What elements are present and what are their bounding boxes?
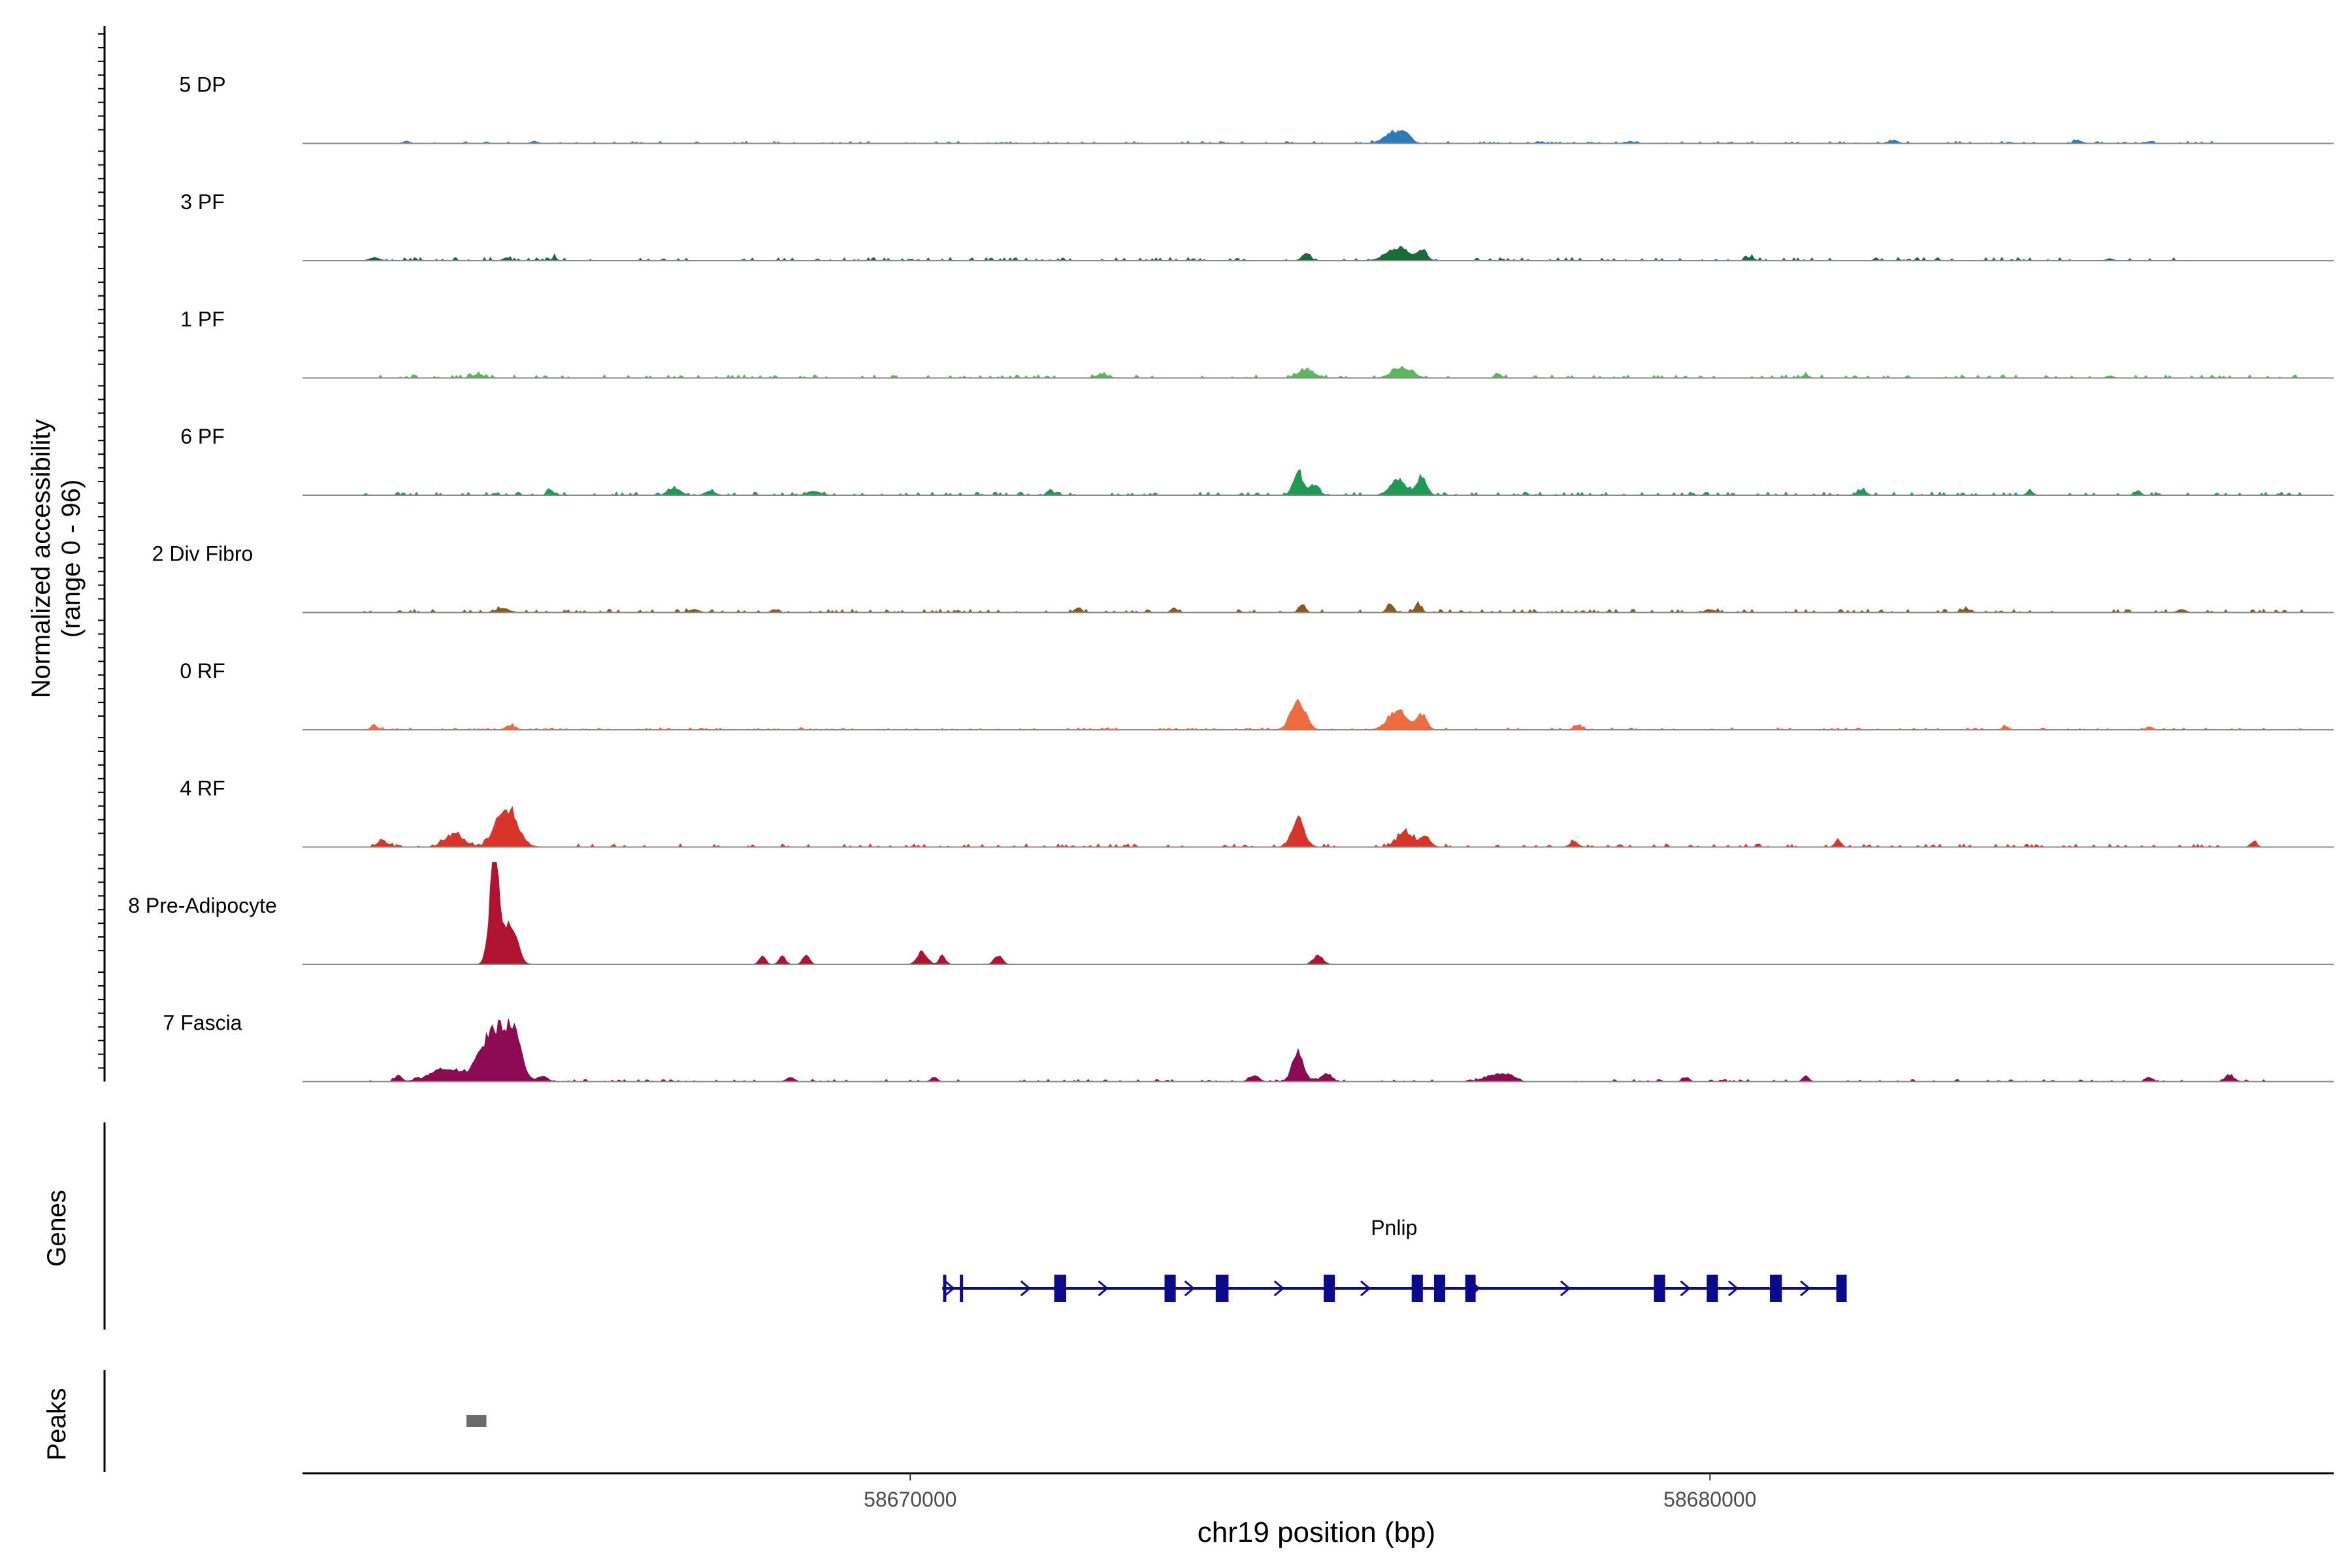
track-label: 5 DP <box>179 73 225 97</box>
track-label: 4 RF <box>180 777 225 800</box>
y-axis-label: Normalized accessibility <box>27 419 56 698</box>
x-axis-tick-label: 58680000 <box>1663 1488 1756 1511</box>
track-8-pre-adipocyte: 8 Pre-Adipocyte <box>128 862 2334 965</box>
strand-chevron <box>1800 1280 1811 1297</box>
gene-exon <box>1324 1275 1335 1302</box>
genes-panel-label: Genes <box>42 1190 71 1267</box>
track-axis <box>98 26 106 1472</box>
track-signal <box>302 468 2334 496</box>
strand-chevron <box>1680 1280 1691 1297</box>
gene-exon <box>1433 1275 1446 1302</box>
track-4-rf: 4 RF <box>180 777 2334 848</box>
gene-exon <box>1707 1275 1718 1302</box>
track-signal <box>302 129 2334 144</box>
gene-exon <box>960 1275 964 1302</box>
track-signal <box>302 698 2334 730</box>
x-axis-label: chr19 position (bp) <box>1198 1516 1435 1548</box>
strand-chevron <box>1560 1280 1571 1297</box>
gene-exon <box>1836 1275 1847 1302</box>
gene-exon <box>943 1275 947 1302</box>
strand-chevron <box>1184 1280 1195 1297</box>
x-axis: 58670000 58680000 <box>302 1472 2334 1511</box>
track-5-dp: 5 DP <box>179 73 2334 144</box>
strand-chevron <box>1360 1280 1371 1297</box>
track-1-pf: 1 PF <box>180 308 2334 379</box>
track-7-fascia: 7 Fascia <box>163 1011 2334 1083</box>
track-label: 1 PF <box>180 308 225 331</box>
y-axis-title: Normalized accessibility (range 0 - 96) <box>27 419 86 698</box>
track-label: 2 Div Fibro <box>152 542 253 566</box>
track-label: 6 PF <box>180 425 225 448</box>
strand-chevron <box>1273 1280 1285 1297</box>
track-label: 8 Pre-Adipocyte <box>128 894 277 917</box>
track-signal <box>302 1018 2334 1083</box>
gene-name: Pnlip <box>1371 1216 1417 1239</box>
track-label: 7 Fascia <box>163 1011 242 1035</box>
track-signal <box>302 246 2334 261</box>
gene-track: Pnlip <box>942 1216 1847 1302</box>
gene-exon <box>1654 1275 1665 1302</box>
track-label: 0 RF <box>180 659 225 683</box>
strand-chevron <box>1098 1280 1109 1297</box>
gene-exon <box>1465 1275 1476 1302</box>
track-2-div-fibro: 2 Div Fibro <box>152 542 2334 613</box>
strand-chevron <box>1020 1280 1032 1297</box>
peak-track <box>466 1415 487 1427</box>
track-6-pf: 6 PF <box>180 425 2334 496</box>
peaks-panel-label: Peaks <box>42 1388 71 1460</box>
gene-exon <box>1411 1275 1423 1302</box>
y-axis-range-label: (range 0 - 96) <box>57 480 86 638</box>
strand-chevron <box>944 1280 955 1297</box>
track-label: 3 PF <box>180 190 225 214</box>
gene-exon <box>1215 1275 1229 1302</box>
gene-exon <box>1054 1275 1066 1302</box>
track-signal <box>302 365 2334 379</box>
strand-chevron <box>1728 1280 1739 1297</box>
gene-exon <box>1164 1275 1176 1302</box>
track-0-rf: 0 RF <box>180 659 2334 730</box>
accessibility-tracks: 5 DP 3 PF 1 PF 6 PF 2 Div Fibro 0 RF 4 RF 8 Pre… <box>128 73 2334 1083</box>
x-axis-tick-label: 58670000 <box>864 1488 956 1511</box>
track-signal <box>302 600 2334 613</box>
track-signal <box>302 862 2334 965</box>
track-signal <box>302 806 2334 848</box>
gene-exon <box>1770 1275 1782 1302</box>
track-3-pf: 3 PF <box>180 190 2334 261</box>
peak-region <box>466 1415 487 1427</box>
